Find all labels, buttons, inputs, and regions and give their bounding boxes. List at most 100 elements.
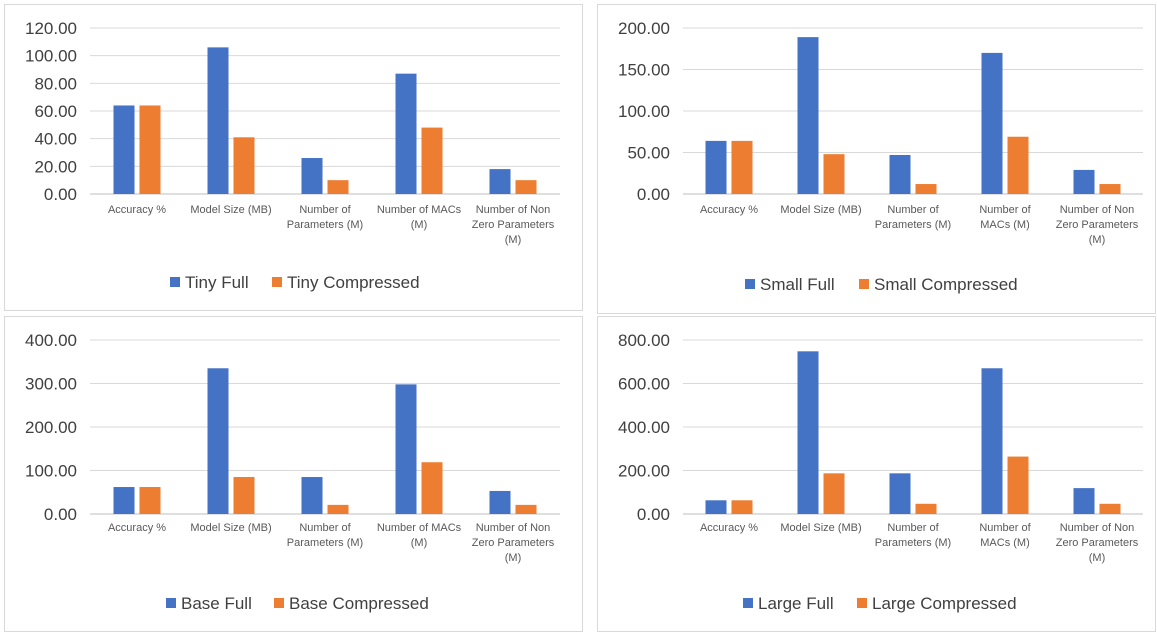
bar-tiny-compressed bbox=[421, 127, 443, 194]
y-tick-label: 0.00 bbox=[637, 185, 670, 204]
legend-swatch bbox=[272, 277, 282, 287]
bar-small-compressed bbox=[1099, 184, 1121, 194]
y-tick-label: 80.00 bbox=[34, 74, 77, 93]
bar-base-compressed bbox=[233, 477, 255, 514]
y-tick-label: 40.00 bbox=[34, 130, 77, 149]
y-tick-label: 0.00 bbox=[637, 505, 670, 524]
y-tick-label: 100.00 bbox=[25, 47, 77, 66]
bar-small-full bbox=[1073, 169, 1095, 194]
y-tick-label: 150.00 bbox=[618, 61, 670, 80]
x-tick-label: Number of Parameters (M) bbox=[875, 204, 951, 231]
x-tick-label: Accuracy % bbox=[700, 204, 758, 216]
x-tick-label: Number of Non Zero Parameters (M) bbox=[1056, 204, 1139, 246]
bar-large-full bbox=[981, 368, 1003, 514]
bar-large-full bbox=[889, 473, 911, 514]
bar-small-full bbox=[981, 52, 1003, 195]
chart-svg-small: 0.00 50.00 100.00 150.00 200.00 Accuracy % Mod… bbox=[618, 19, 1143, 294]
y-tick-label: 200.00 bbox=[25, 418, 77, 437]
legend-label: Base Compressed bbox=[289, 594, 429, 613]
bar-base-full bbox=[301, 477, 323, 514]
x-tick-label: Number of MACs (M) bbox=[377, 522, 462, 549]
bar-base-full bbox=[489, 490, 511, 514]
y-tick-label: 0.00 bbox=[44, 505, 77, 524]
bar-large-full bbox=[1073, 488, 1095, 514]
x-tick-label: Number of Parameters (M) bbox=[287, 204, 363, 231]
y-tick-label: 50.00 bbox=[627, 144, 670, 163]
x-tick-label: Number of MACs (M) bbox=[979, 204, 1031, 231]
legend-label: Large Compressed bbox=[872, 594, 1017, 613]
y-tick-label: 0.00 bbox=[44, 185, 77, 204]
chart-panel-tiny: 0.00 20.00 40.00 60.00 80.00 100.00 120.00 Accu… bbox=[4, 4, 583, 311]
x-tick-label: Number of MACs (M) bbox=[979, 522, 1031, 549]
bar-large-compressed bbox=[1007, 456, 1029, 514]
y-tick-label: 300.00 bbox=[25, 375, 77, 394]
x-tick-label: Number of MACs (M) bbox=[377, 204, 462, 231]
bar-large-compressed bbox=[823, 473, 845, 514]
y-tick-label: 600.00 bbox=[618, 375, 670, 394]
bar-tiny-compressed bbox=[515, 180, 537, 194]
legend-swatch bbox=[170, 277, 180, 287]
y-tick-label: 120.00 bbox=[25, 19, 77, 38]
bar-large-compressed bbox=[731, 500, 753, 514]
y-tick-label: 200.00 bbox=[618, 462, 670, 481]
chart-svg-tiny: 0.00 20.00 40.00 60.00 80.00 100.00 120.00 Accu… bbox=[25, 19, 560, 292]
bar-tiny-compressed bbox=[327, 180, 349, 194]
legend-label: Small Compressed bbox=[874, 275, 1018, 294]
bar-tiny-compressed bbox=[139, 105, 161, 194]
chart-panel-large: 0.00 200.00 400.00 600.00 800.00 Accuracy % Mo… bbox=[597, 316, 1156, 632]
y-tick-label: 100.00 bbox=[25, 462, 77, 481]
x-tick-label: Number of Parameters (M) bbox=[287, 522, 363, 549]
x-tick-label: Model Size (MB) bbox=[780, 204, 861, 216]
y-tick-label: 800.00 bbox=[618, 331, 670, 350]
bar-tiny-full bbox=[113, 105, 135, 194]
y-tick-label: 60.00 bbox=[34, 102, 77, 121]
bar-base-full bbox=[207, 368, 229, 514]
bar-small-full bbox=[889, 154, 911, 194]
bar-base-compressed bbox=[327, 504, 349, 514]
x-tick-label: Model Size (MB) bbox=[190, 204, 271, 216]
x-tick-label: Accuracy % bbox=[108, 522, 166, 534]
chart-svg-large: 0.00 200.00 400.00 600.00 800.00 Accuracy % Mo… bbox=[618, 331, 1143, 613]
bar-small-full bbox=[797, 37, 819, 194]
bar-small-compressed bbox=[915, 184, 937, 194]
bar-base-full bbox=[395, 384, 417, 514]
x-tick-label: Accuracy % bbox=[108, 204, 166, 216]
x-tick-label: Model Size (MB) bbox=[190, 522, 271, 534]
bar-large-compressed bbox=[1099, 503, 1121, 514]
bar-tiny-full bbox=[489, 169, 511, 194]
legend-swatch bbox=[857, 598, 867, 608]
legend-label: Small Full bbox=[760, 275, 835, 294]
y-tick-label: 400.00 bbox=[618, 418, 670, 437]
bar-large-full bbox=[797, 351, 819, 514]
bar-small-compressed bbox=[823, 154, 845, 194]
bar-base-compressed bbox=[139, 487, 161, 514]
x-tick-label: Number of Non Zero Parameters (M) bbox=[472, 522, 555, 564]
legend-label: Base Full bbox=[181, 594, 252, 613]
x-tick-label: Number of Non Zero Parameters (M) bbox=[1056, 522, 1139, 564]
bar-base-compressed bbox=[515, 504, 537, 514]
legend-swatch bbox=[859, 279, 869, 289]
bar-tiny-compressed bbox=[233, 137, 255, 194]
bar-small-compressed bbox=[1007, 136, 1029, 194]
x-tick-label: Number of Parameters (M) bbox=[875, 522, 951, 549]
x-tick-label: Accuracy % bbox=[700, 522, 758, 534]
legend-swatch bbox=[743, 598, 753, 608]
y-tick-label: 200.00 bbox=[618, 19, 670, 38]
x-tick-label: Number of Non Zero Parameters (M) bbox=[472, 204, 555, 246]
y-tick-label: 20.00 bbox=[34, 157, 77, 176]
legend-label: Tiny Full bbox=[185, 273, 249, 292]
legend-swatch bbox=[166, 598, 176, 608]
bar-base-full bbox=[113, 487, 135, 514]
legend-swatch bbox=[274, 598, 284, 608]
bar-large-full bbox=[705, 500, 727, 514]
x-tick-label: Model Size (MB) bbox=[780, 522, 861, 534]
legend-label: Large Full bbox=[758, 594, 834, 613]
bar-tiny-full bbox=[395, 73, 417, 194]
legend-label: Tiny Compressed bbox=[287, 273, 420, 292]
chart-panel-small: 0.00 50.00 100.00 150.00 200.00 Accuracy % Mod… bbox=[597, 4, 1156, 314]
chart-panel-base: 0.00 100.00 200.00 300.00 400.00 Accuracy % Mo… bbox=[4, 316, 583, 632]
y-tick-label: 400.00 bbox=[25, 331, 77, 350]
y-tick-label: 100.00 bbox=[618, 102, 670, 121]
bar-tiny-full bbox=[207, 47, 229, 194]
bar-base-compressed bbox=[421, 462, 443, 514]
